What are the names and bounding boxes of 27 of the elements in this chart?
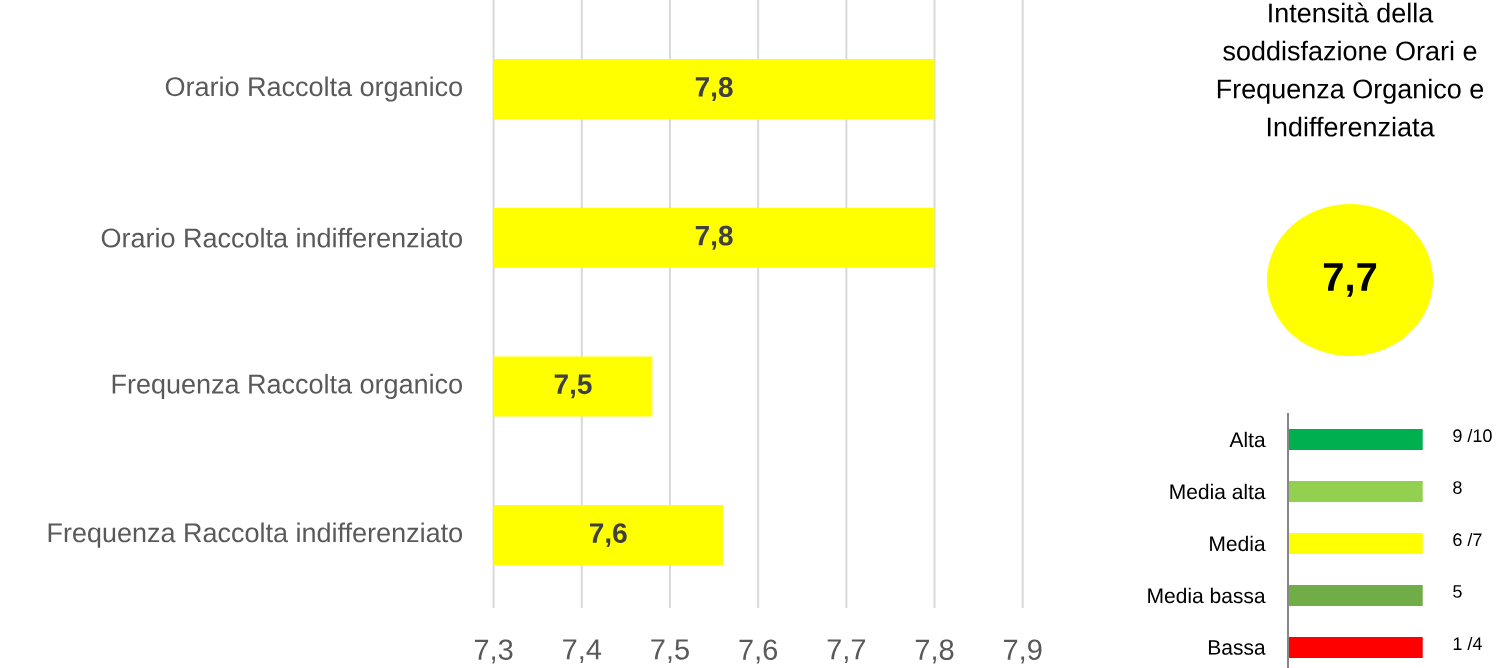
text: 7,7 (1323, 263, 1377, 297)
data-label: 7,8 (695, 77, 733, 101)
x-tick-label: 7,3 (474, 639, 513, 664)
data-label: 7,8 (695, 225, 733, 250)
text: Intensità della soddisfazione Orari e Frequenza Organico e Indifferenziata (1217, 2, 1484, 137)
y-tick-label: Orario Raccolta organico (165, 76, 462, 102)
x-tick-label: 7,5 (651, 639, 689, 664)
category-label: Bassa (1208, 640, 1266, 655)
category-label: Media bassa (1148, 587, 1266, 604)
y-tick-label: Frequenza Raccolta organico (112, 373, 462, 399)
x-tick-label: 7,6 (739, 639, 778, 664)
text: 9 /10 (1453, 428, 1492, 443)
y-tick-label: Frequenza Raccolta indifferenziato (48, 522, 462, 548)
x-tick-label: 7,9 (1004, 639, 1042, 664)
text: 8 (1453, 481, 1462, 494)
category-label: Media alta (1170, 483, 1266, 500)
text: 6 /7 (1453, 532, 1482, 547)
category-label: Alta (1229, 431, 1266, 448)
x-tick-label: 7,8 (915, 639, 954, 664)
x-tick-label: 7,7 (827, 639, 866, 664)
category-label: Media (1210, 535, 1266, 552)
y-tick-label: Orario Raccolta indifferenziato (101, 227, 463, 248)
text: 5 (1453, 585, 1462, 598)
data-label: 7,5 (554, 374, 592, 399)
x-tick-label: 7,4 (563, 639, 602, 664)
data-label: 7,6 (589, 523, 627, 548)
text: 1 /4 (1453, 636, 1482, 651)
